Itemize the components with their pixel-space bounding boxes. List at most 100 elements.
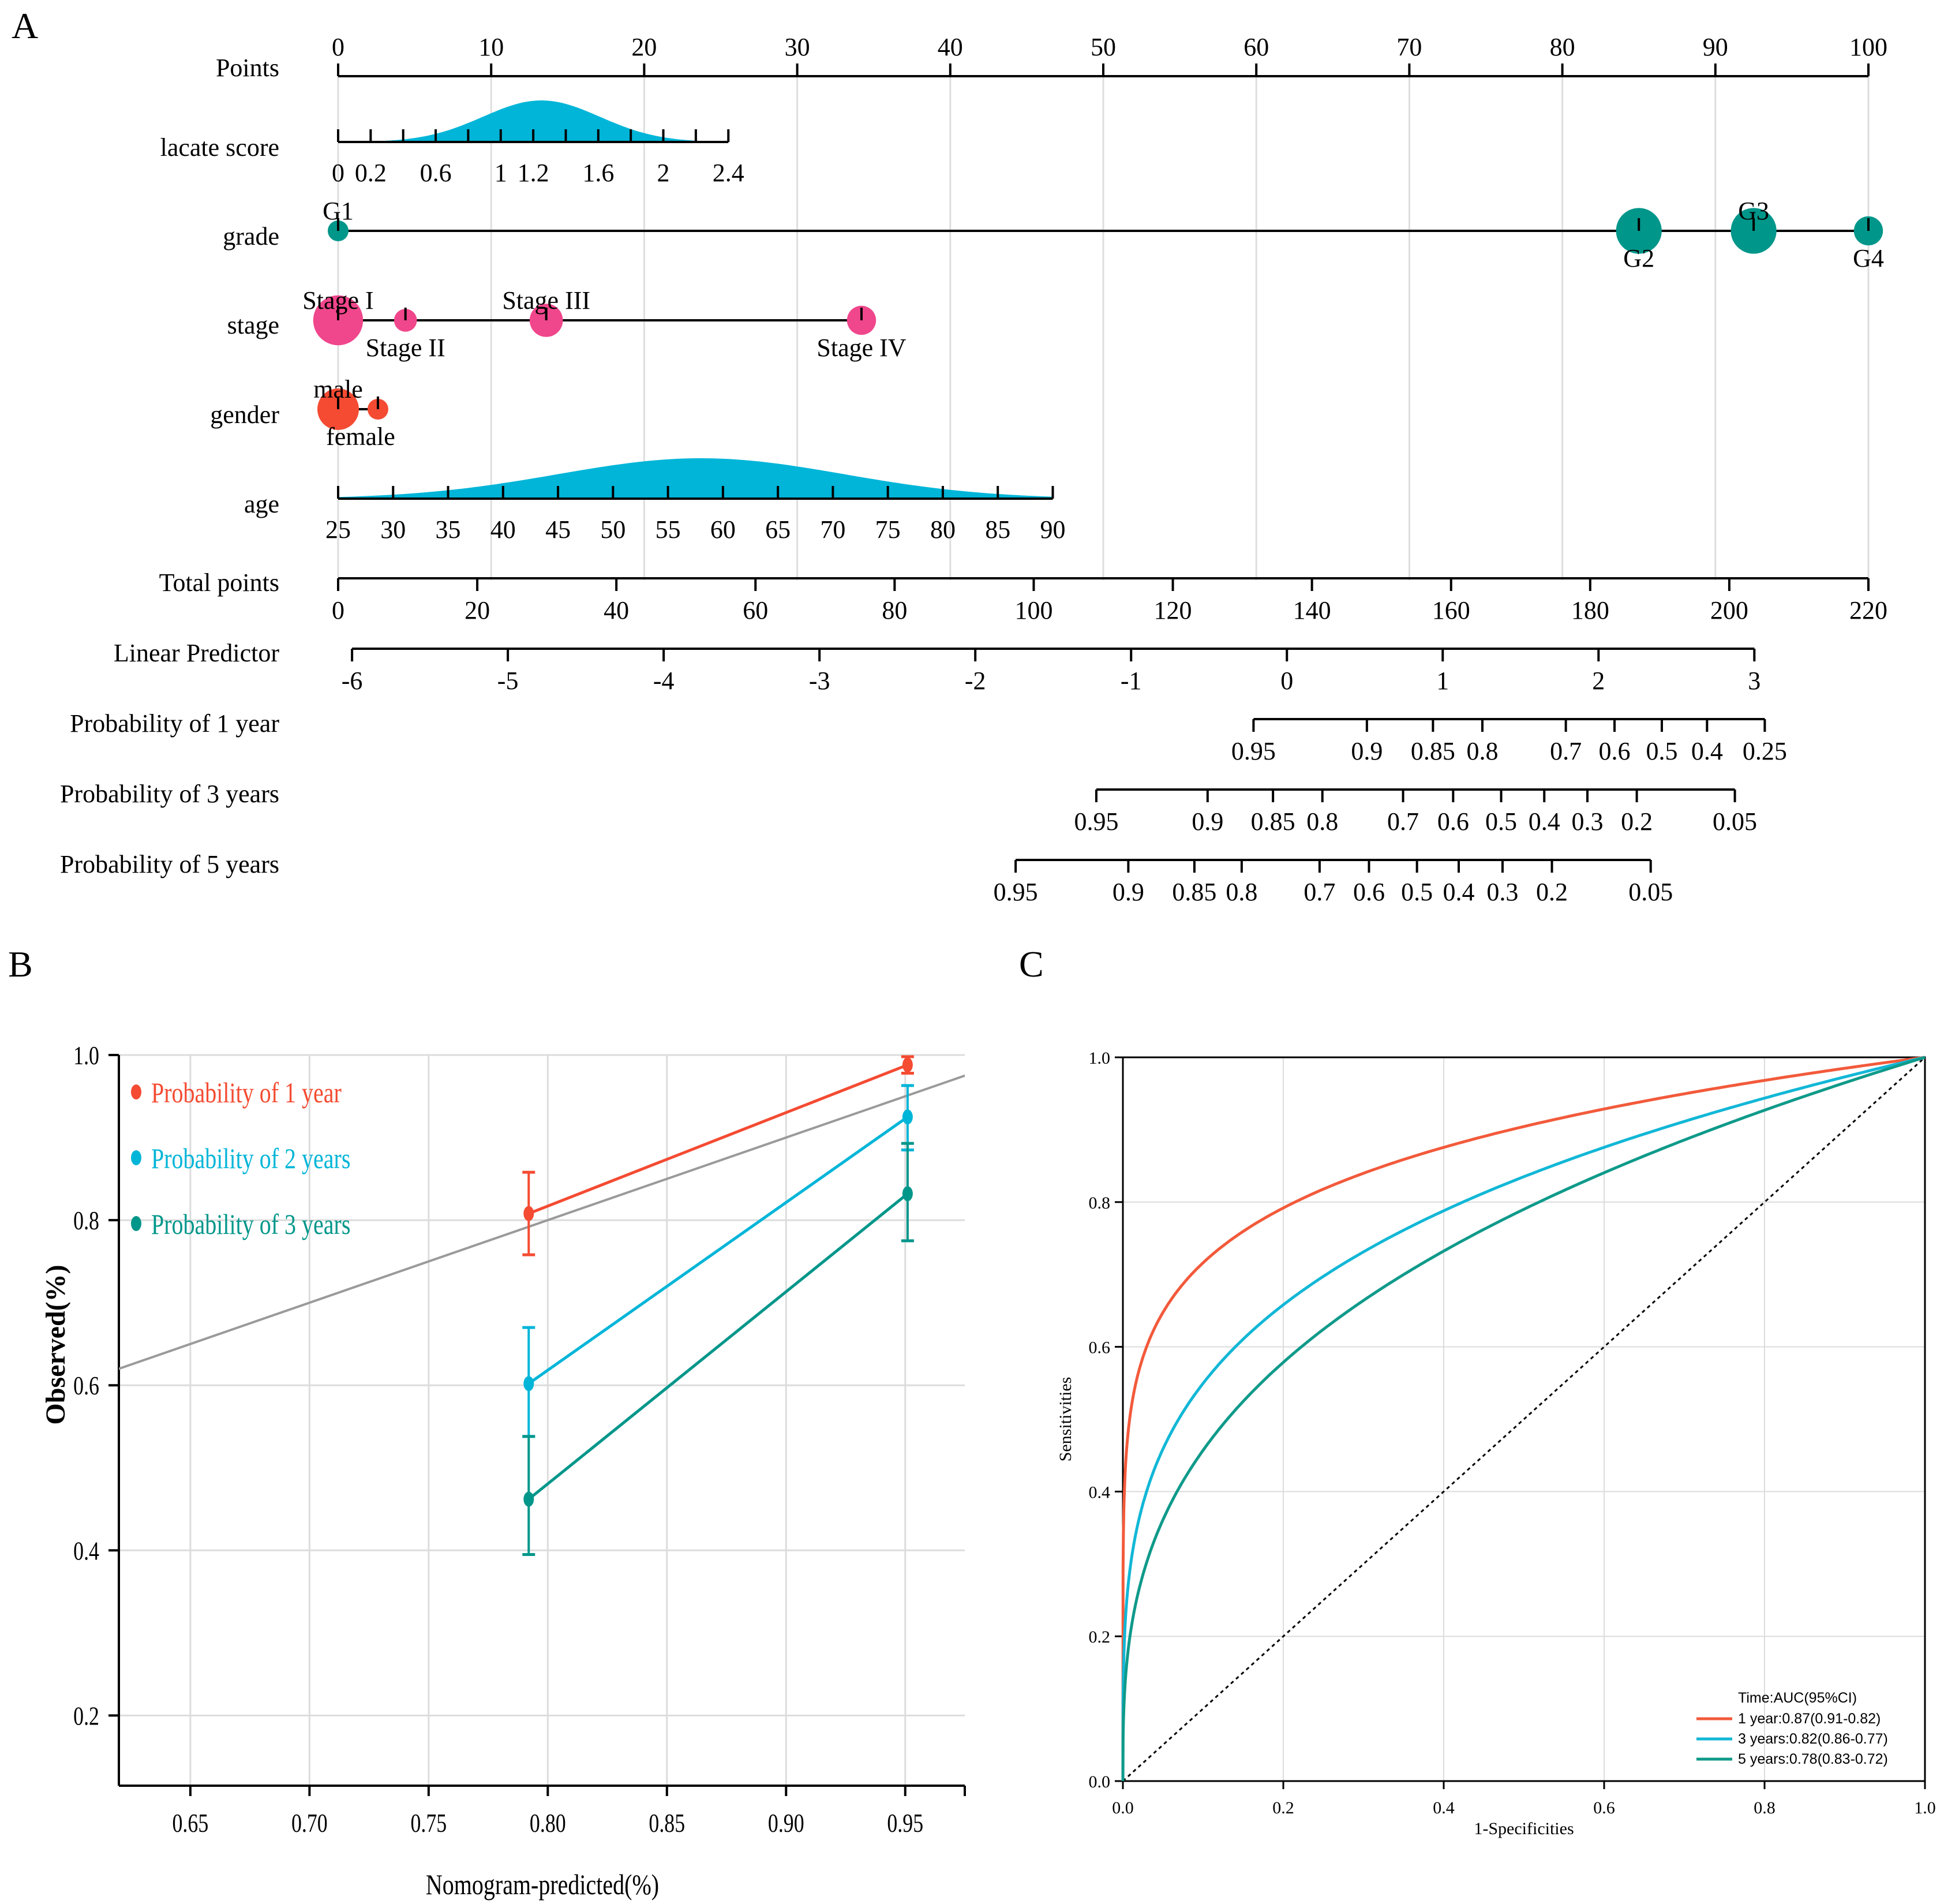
probability-tick-label: 0.8	[1226, 878, 1257, 906]
probability-tick-label: 0.8	[1306, 807, 1338, 836]
variable-tick-label: 90	[1040, 515, 1065, 544]
roc-curve	[1121, 1056, 1926, 1782]
variable-tick-label: 45	[545, 515, 571, 544]
probability-tick-label: 0.6	[1599, 737, 1631, 765]
variable-label: gender	[210, 401, 279, 429]
total-points-tick-label: 200	[1710, 596, 1748, 624]
total-points-tick-label: 120	[1154, 596, 1192, 624]
linear-predictor-tick-label: 0	[1280, 667, 1293, 695]
roc-x-tick-label: 1.0	[1914, 1798, 1936, 1817]
variable-tick-label: 0.6	[420, 159, 452, 187]
probability-tick-label: 0.6	[1353, 878, 1385, 906]
total-points-tick-label: 0	[332, 596, 344, 624]
variable-tick-label: 30	[380, 515, 406, 544]
points-tick-label: 80	[1550, 33, 1575, 61]
probability-tick-label: 0.85	[1172, 878, 1216, 906]
calibration-y-tick-label: 0.4	[73, 1536, 99, 1565]
probability-axis-label: Probability of 3 years	[60, 780, 279, 808]
calibration-x-tick-label: 0.70	[291, 1808, 328, 1838]
total-points-tick-label: 140	[1293, 596, 1331, 624]
calibration-y-axis-label: Observed(%)	[40, 1265, 71, 1424]
calibration-point	[523, 1376, 534, 1391]
roc-x-tick-label: 0.2	[1272, 1798, 1294, 1817]
calibration-x-tick-label: 0.75	[410, 1808, 447, 1838]
variable-tick-label: 55	[656, 515, 681, 544]
calibration-y-tick-label: 0.2	[73, 1701, 99, 1730]
stage-level-label: Stage III	[502, 286, 590, 315]
roc-legend-title: Time:AUC(95%CI)	[1738, 1690, 1857, 1706]
linear-predictor-label: Linear Predictor	[114, 639, 279, 667]
total-points-label: Total points	[159, 568, 279, 597]
probability-tick-label: 0.3	[1486, 878, 1518, 906]
calibration-y-tick-label: 0.8	[73, 1206, 99, 1235]
variable-tick-label: 60	[710, 515, 736, 544]
age-density	[338, 458, 1053, 499]
grade-level-label: G4	[1853, 244, 1884, 272]
points-axis-label: Points	[216, 54, 279, 82]
calibration-legend-marker	[131, 1150, 141, 1165]
calibration-series-line	[528, 1063, 908, 1215]
points-tick-label: 40	[938, 33, 963, 61]
roc-y-tick-label: 0.2	[1089, 1628, 1111, 1647]
probability-axis-label: Probability of 5 years	[60, 850, 279, 878]
total-points-tick-label: 220	[1849, 596, 1887, 624]
probability-tick-label: 0.7	[1387, 807, 1419, 836]
variable-tick-label: 1.2	[518, 159, 549, 187]
variable-tick-label: 40	[490, 515, 516, 544]
roc-legend-label: 5 years:0.78(0.83-0.72)	[1738, 1751, 1888, 1767]
roc-curve	[1121, 1056, 1926, 1782]
probability-tick-label: 0.5	[1401, 878, 1433, 906]
probability-tick-label: 0.7	[1550, 737, 1582, 765]
variable-label: grade	[223, 222, 279, 250]
variable-tick-label: 70	[820, 515, 845, 544]
points-tick-label: 90	[1703, 33, 1728, 61]
probability-tick-label: 0.95	[1074, 807, 1118, 836]
probability-axis-label: Probability of 1 year	[70, 709, 279, 738]
calibration-x-tick-label: 0.85	[649, 1808, 685, 1838]
points-tick-label: 30	[785, 33, 810, 61]
total-points-tick-label: 20	[465, 596, 490, 624]
panel-label-c: C	[1019, 944, 1044, 985]
calibration-x-tick-label: 0.95	[887, 1808, 923, 1838]
roc-x-tick-label: 0.0	[1112, 1798, 1134, 1817]
total-points-tick-label: 60	[743, 596, 768, 624]
roc-y-tick-label: 0.4	[1089, 1483, 1111, 1502]
variable-tick-label: 75	[875, 515, 901, 544]
calibration-legend-label: Probability of 2 years	[151, 1143, 350, 1174]
calibration-point	[523, 1491, 534, 1507]
roc-x-tick-label: 0.8	[1754, 1798, 1776, 1817]
roc-x-tick-label: 0.4	[1433, 1798, 1455, 1817]
panel-label-b: B	[8, 944, 33, 985]
probability-tick-label: 0.9	[1192, 807, 1223, 836]
probability-tick-label: 0.5	[1646, 737, 1677, 765]
variable-tick-label: 50	[600, 515, 625, 544]
probability-tick-label: 0.25	[1743, 737, 1787, 765]
calibration-point	[523, 1206, 534, 1221]
probability-tick-label: 0.95	[1231, 737, 1276, 765]
variable-tick-label: 1	[495, 159, 507, 187]
variable-label: age	[244, 490, 279, 518]
variable-label: lacate score	[160, 133, 279, 162]
probability-tick-label: 0.4	[1691, 737, 1723, 765]
gender-level-label: male	[313, 375, 363, 403]
grade-level-label: G1	[323, 197, 354, 225]
calibration-legend-label: Probability of 3 years	[151, 1209, 350, 1240]
probability-tick-label: 0.05	[1713, 807, 1757, 836]
roc-y-tick-label: 0.8	[1089, 1194, 1111, 1213]
total-points-tick-label: 160	[1432, 596, 1470, 624]
probability-tick-label: 0.05	[1628, 878, 1673, 906]
calibration-series-line	[527, 1116, 909, 1385]
linear-predictor-tick-label: -5	[497, 667, 519, 695]
calibration-x-tick-label: 0.65	[172, 1808, 208, 1838]
calibration-point	[902, 1186, 913, 1202]
linear-predictor-tick-label: -1	[1121, 667, 1142, 695]
calibration-x-tick-label: 0.80	[530, 1808, 566, 1838]
grade-level-label: G3	[1738, 197, 1769, 225]
variable-tick-label: 1.6	[582, 159, 614, 187]
calibration-legend-label: Probability of 1 year	[151, 1077, 342, 1109]
calibration-point	[902, 1109, 913, 1125]
gender-level-label: female	[326, 422, 395, 451]
roc-legend-label: 3 years:0.82(0.86-0.77)	[1738, 1731, 1888, 1747]
